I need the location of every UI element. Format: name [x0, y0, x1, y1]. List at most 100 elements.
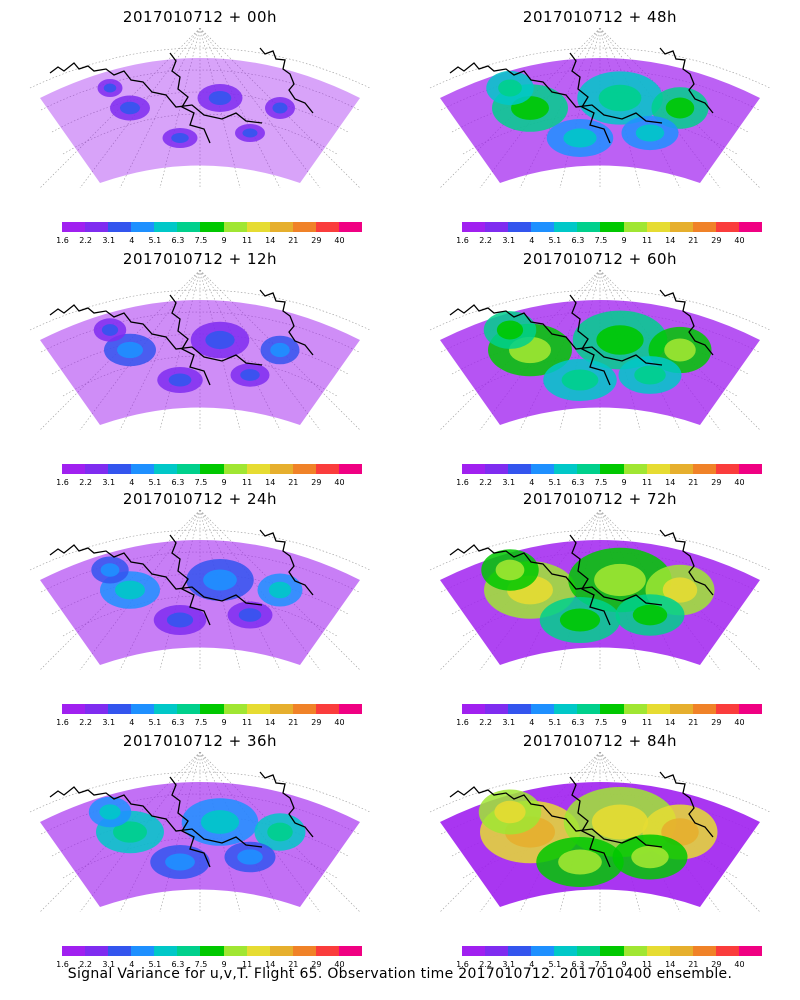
- colorbar-swatch: [177, 464, 201, 474]
- colorbar-swatch: [200, 946, 224, 956]
- colorbar-swatch: [669, 464, 693, 474]
- colorbar-swatch: [669, 222, 693, 232]
- variance-core: [203, 569, 237, 591]
- colorbar-swatch: [292, 464, 316, 474]
- colorbar-label: 6.3: [571, 960, 585, 969]
- colorbar-label: 7.5: [594, 478, 608, 487]
- colorbar-swatch: [485, 946, 509, 956]
- colorbar-label: 40: [334, 718, 345, 727]
- colorbar-swatch: [623, 464, 647, 474]
- colorbar-swatch: [131, 222, 155, 232]
- colorbar-label: 14: [265, 236, 276, 245]
- map-panel: 2017010712 + 60h 1.6 2.2 3.1 4 5.1 6.3 7.5 9 11 14…: [400, 242, 800, 487]
- colorbar-swatch: [269, 704, 293, 714]
- colorbar-label: 11: [242, 478, 253, 487]
- colorbar-label: 1.6: [56, 236, 69, 245]
- colorbar-swatch: [223, 704, 247, 714]
- variance-core: [200, 810, 240, 834]
- colorbar-swatch: [554, 222, 578, 232]
- colorbar-label: 11: [242, 236, 253, 245]
- variance-field: [40, 782, 360, 907]
- colorbar-label: 6.3: [171, 960, 185, 969]
- coastlines: [449, 289, 714, 386]
- variance-core: [270, 342, 290, 358]
- map-panel: 2017010712 + 24h 1.6 2.2 3.1 4 5.1 6.3 7.5 9 11 14…: [0, 482, 400, 727]
- variance-map: [429, 752, 771, 912]
- variance-field: [40, 58, 360, 183]
- variance-core: [120, 101, 140, 115]
- colorbar-swatch: [508, 222, 532, 232]
- variance-map: [29, 28, 371, 188]
- colorbar-label: 7.5: [194, 478, 208, 487]
- colorbar-swatch: [154, 946, 178, 956]
- colorbar-swatch: [62, 222, 86, 232]
- colorbar-swatch: [738, 222, 763, 232]
- colorbar-label: 5.1: [548, 718, 562, 727]
- variance-core: [498, 79, 522, 97]
- colorbar-label: 21: [688, 478, 699, 487]
- panel-title: 2017010712 + 72h: [522, 490, 678, 508]
- colorbar-label: 3.1: [502, 718, 516, 727]
- map-panel: 2017010712 + 00h 1.6 2.2 3.1 4 5.1 6.3 7.5 9 11 14…: [0, 0, 400, 245]
- variance-map: [429, 510, 771, 670]
- variance-map: [429, 28, 771, 188]
- colorbar-label: 1.6: [56, 960, 69, 969]
- colorbar-label: 9: [621, 960, 627, 969]
- colorbar-label: 14: [265, 718, 276, 727]
- colorbar-label: 40: [334, 478, 345, 487]
- colorbar-swatch: [131, 464, 155, 474]
- colorbar-label: 4: [129, 236, 135, 245]
- variance-core: [272, 102, 288, 114]
- colorbar-label: 21: [288, 718, 299, 727]
- colorbar-swatch: [485, 222, 509, 232]
- colorbar-label: 29: [311, 478, 322, 487]
- colorbar-label: 6.3: [171, 718, 185, 727]
- colorbar-label: 40: [734, 478, 745, 487]
- colorbar-swatch: [315, 704, 339, 714]
- colorbar-label: 2.2: [79, 960, 92, 969]
- colorbar-label: 2.2: [79, 718, 92, 727]
- variance-core: [166, 612, 194, 628]
- colorbar-swatch: [646, 946, 670, 956]
- colorbar-swatch: [692, 464, 716, 474]
- variance-core: [665, 97, 695, 119]
- colorbar-swatch: [738, 946, 763, 956]
- colorbar-swatch: [715, 946, 739, 956]
- colorbar-label: 6.3: [571, 718, 585, 727]
- colorbar-swatch: [554, 464, 578, 474]
- colorbar-swatch: [692, 946, 716, 956]
- variance-core: [113, 821, 147, 843]
- variance-field: [40, 300, 360, 425]
- colorbar-label: 3.1: [502, 960, 516, 969]
- colorbar-label: 14: [665, 718, 676, 727]
- colorbar-swatch: [177, 704, 201, 714]
- variance-core: [267, 822, 293, 842]
- colorbar-swatch: [577, 222, 601, 232]
- colorbar-label: 14: [265, 960, 276, 969]
- field-base: [40, 782, 360, 907]
- colorbar-swatch: [623, 946, 647, 956]
- map-panel: 2017010712 + 84h 1.6 2.2 3.1 4 5.1 6.3 7.5 9 11 14…: [400, 724, 800, 969]
- colorbar-swatch: [131, 704, 155, 714]
- colorbar-labels: 1.6 2.2 3.1 4 5.1 6.3 7.5 9 11 14 21 29 40: [55, 960, 375, 970]
- variance-core: [632, 604, 668, 626]
- colorbar-label: 5.1: [148, 236, 162, 245]
- colorbar-label: 11: [642, 478, 653, 487]
- colorbar-label: 9: [221, 718, 227, 727]
- variance-core: [664, 338, 696, 362]
- colorbar-label: 29: [711, 960, 722, 969]
- colorbar-label: 2.2: [479, 236, 492, 245]
- colorbar-label: 3.1: [102, 718, 116, 727]
- colorbar-label: 21: [288, 960, 299, 969]
- colorbar-swatch: [108, 222, 132, 232]
- colorbar-swatch: [292, 222, 316, 232]
- colorbar-label: 21: [688, 718, 699, 727]
- colorbar-label: 3.1: [502, 236, 516, 245]
- colorbar-swatch: [315, 222, 339, 232]
- colorbar-label: 1.6: [56, 478, 69, 487]
- colorbar-swatch: [738, 464, 763, 474]
- colorbar-label: 40: [734, 236, 745, 245]
- colorbar-label: 5.1: [148, 718, 162, 727]
- colorbar-swatch: [531, 704, 555, 714]
- colorbar-swatch: [200, 464, 224, 474]
